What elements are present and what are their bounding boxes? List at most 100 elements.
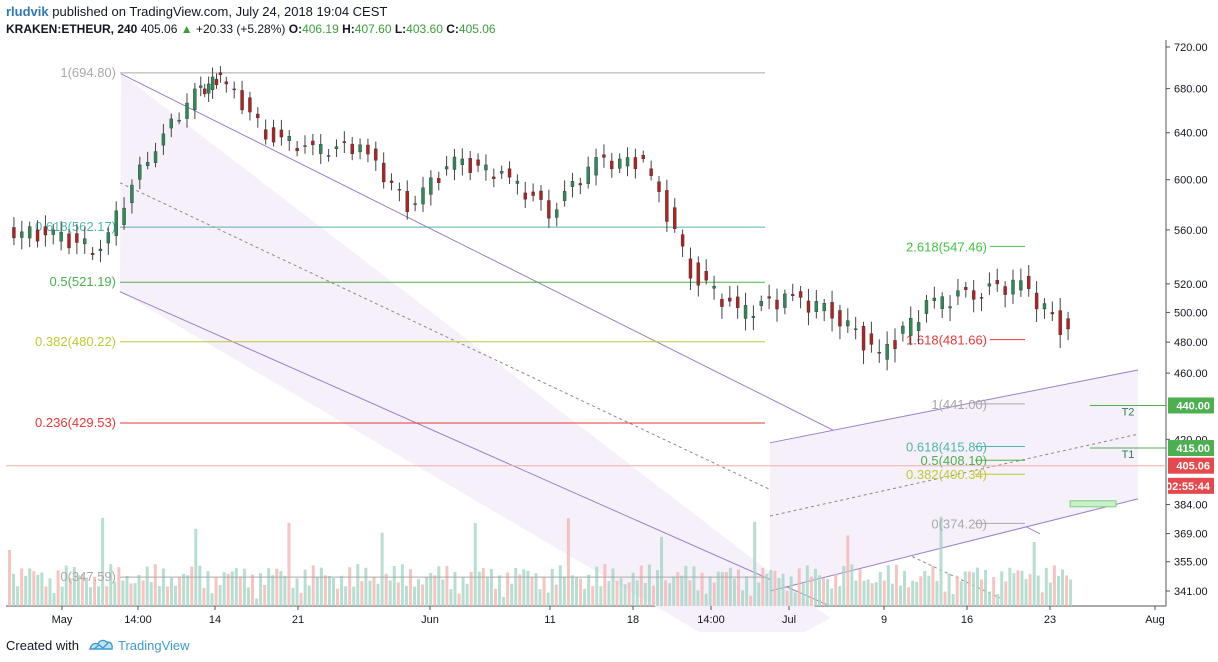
candle-body[interactable]	[334, 146, 339, 150]
candle-body[interactable]	[468, 158, 472, 173]
candle-body[interactable]	[798, 291, 803, 298]
candle-body[interactable]	[594, 157, 598, 176]
candle-body[interactable]	[893, 340, 897, 349]
candle-body[interactable]	[846, 320, 850, 327]
candle-body[interactable]	[971, 290, 976, 300]
candle-body[interactable]	[232, 88, 236, 91]
candle-body[interactable]	[853, 328, 858, 330]
candle-body[interactable]	[728, 297, 732, 302]
candle-body[interactable]	[948, 306, 952, 309]
candle-body[interactable]	[696, 262, 701, 286]
candle-body[interactable]	[460, 158, 465, 165]
candle-body[interactable]	[405, 191, 409, 212]
candle-body[interactable]	[555, 209, 559, 218]
target-box[interactable]	[1069, 500, 1117, 508]
candle-body[interactable]	[1019, 280, 1023, 291]
candle-body[interactable]	[743, 305, 748, 319]
candle-body[interactable]	[193, 88, 197, 110]
candle-body[interactable]	[114, 210, 118, 236]
author-link[interactable]: rludvik	[6, 4, 49, 19]
candle-body[interactable]	[271, 127, 276, 143]
candle-body[interactable]	[319, 144, 323, 154]
candle-body[interactable]	[476, 159, 480, 166]
candle-body[interactable]	[240, 90, 244, 111]
candle-body[interactable]	[499, 171, 504, 174]
candle-body[interactable]	[602, 154, 606, 158]
candle-body[interactable]	[633, 157, 638, 170]
candle-body[interactable]	[1066, 318, 1070, 330]
candle-body[interactable]	[964, 286, 968, 290]
price-chart[interactable]: 1(694.80) 0.618(562.17) 0.5(521.19) 0.382(4…	[0, 40, 1218, 632]
candle-body[interactable]	[311, 140, 315, 146]
candle-body[interactable]	[909, 317, 913, 336]
candle-body[interactable]	[1042, 303, 1047, 310]
candle-body[interactable]	[169, 118, 173, 129]
candle-body[interactable]	[885, 343, 889, 360]
candle-body[interactable]	[279, 129, 284, 138]
candle-body[interactable]	[791, 294, 795, 296]
channel-lower-line[interactable]	[119, 291, 831, 607]
candle-body[interactable]	[67, 233, 71, 249]
candle-body[interactable]	[75, 233, 79, 243]
candle-body[interactable]	[43, 226, 48, 236]
candle-body[interactable]	[617, 158, 622, 169]
candle-body[interactable]	[397, 189, 402, 191]
candle-body[interactable]	[924, 300, 929, 314]
candle-body[interactable]	[263, 129, 268, 140]
candle-body[interactable]	[429, 177, 433, 195]
candle-body[interactable]	[916, 322, 921, 331]
candle-body[interactable]	[1058, 310, 1062, 335]
candle-body[interactable]	[1050, 312, 1055, 315]
candle-body[interactable]	[814, 301, 819, 313]
candle-body[interactable]	[206, 83, 211, 94]
candle-body[interactable]	[59, 231, 63, 242]
candle-body[interactable]	[720, 298, 724, 307]
candle-body[interactable]	[523, 192, 527, 200]
candle-body[interactable]	[861, 326, 866, 351]
candle-body[interactable]	[688, 258, 693, 279]
candle-body[interactable]	[106, 232, 111, 244]
candle-body[interactable]	[83, 238, 87, 245]
candle-body[interactable]	[51, 229, 55, 235]
candle-body[interactable]	[995, 280, 999, 285]
candle-body[interactable]	[751, 316, 756, 318]
candle-body[interactable]	[987, 283, 992, 287]
candle-body[interactable]	[625, 157, 630, 167]
candle-body[interactable]	[783, 293, 787, 308]
candle-body[interactable]	[199, 85, 203, 88]
candle-body[interactable]	[539, 190, 543, 200]
candle-body[interactable]	[507, 168, 512, 178]
candle-body[interactable]	[940, 296, 944, 309]
candle-body[interactable]	[35, 229, 40, 242]
candle-body[interactable]	[161, 133, 166, 146]
candle-body[interactable]	[145, 162, 150, 166]
candle-body[interactable]	[956, 290, 960, 297]
candle-body[interactable]	[326, 155, 331, 157]
candle-body[interactable]	[492, 176, 496, 179]
candle-body[interactable]	[1027, 275, 1031, 289]
candle-body[interactable]	[680, 234, 685, 247]
candle-body[interactable]	[452, 156, 457, 170]
candle-body[interactable]	[214, 78, 219, 86]
candle-body[interactable]	[657, 181, 661, 192]
candle-body[interactable]	[224, 81, 229, 85]
candle-body[interactable]	[649, 168, 653, 176]
candle-body[interactable]	[562, 191, 567, 201]
candle-body[interactable]	[610, 160, 614, 170]
candle-body[interactable]	[932, 297, 937, 301]
candle-body[interactable]	[531, 191, 535, 196]
candle-body[interactable]	[704, 271, 708, 281]
candle-body[interactable]	[830, 302, 834, 319]
candle-body[interactable]	[484, 164, 488, 171]
candle-body[interactable]	[735, 296, 740, 308]
candle-body[interactable]	[295, 148, 299, 152]
candle-body[interactable]	[665, 190, 669, 222]
candle-body[interactable]	[444, 166, 449, 170]
candle-body[interactable]	[421, 187, 425, 205]
candle-body[interactable]	[673, 207, 677, 229]
candle-body[interactable]	[586, 166, 590, 184]
candle-body[interactable]	[1011, 279, 1015, 295]
candle-body[interactable]	[806, 300, 811, 313]
candle-body[interactable]	[98, 248, 103, 252]
candle-body[interactable]	[979, 297, 984, 299]
